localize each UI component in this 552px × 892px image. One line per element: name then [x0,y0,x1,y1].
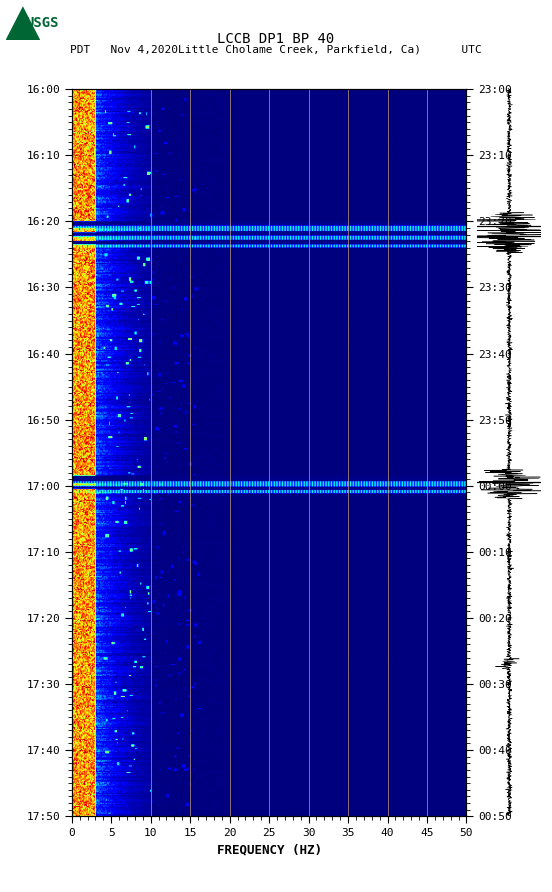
Text: LCCB DP1 BP 40: LCCB DP1 BP 40 [217,32,335,46]
Polygon shape [6,6,40,40]
Text: PDT   Nov 4,2020Little Cholame Creek, Parkfield, Ca)      UTC: PDT Nov 4,2020Little Cholame Creek, Park… [70,45,482,54]
Text: USGS: USGS [25,16,59,30]
X-axis label: FREQUENCY (HZ): FREQUENCY (HZ) [216,844,322,856]
